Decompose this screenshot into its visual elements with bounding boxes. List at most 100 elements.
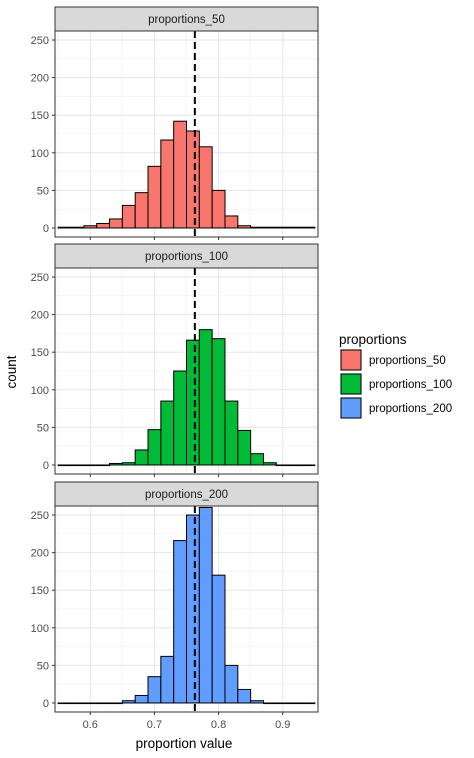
y-tick-label: 50 [37, 185, 49, 197]
histogram-bar [121, 204, 136, 229]
x-tick-label: 0.7 [147, 719, 162, 731]
histogram-bar [160, 655, 175, 704]
histogram-bar [224, 215, 239, 229]
histogram-bar [262, 702, 277, 705]
facet-panel: proportions_100 0 50 100 150 200 250 [31, 243, 319, 477]
legend-swatch [340, 397, 362, 419]
histogram-bar [57, 464, 72, 467]
histogram-bar [96, 464, 111, 467]
histogram-bar [173, 120, 187, 229]
panel-border [54, 267, 319, 475]
x-tick-label: 0.9 [275, 719, 290, 731]
histogram-bar [109, 462, 123, 466]
histogram-bar [160, 400, 175, 466]
histogram-bar [275, 702, 290, 705]
histogram-bar [288, 702, 303, 705]
histogram-bar [147, 676, 162, 704]
histogram-bar [173, 370, 187, 466]
histogram-bar [160, 139, 175, 229]
histogram-bar [83, 464, 98, 467]
y-tick-label: 100 [31, 148, 49, 160]
y-tick-label: 150 [31, 110, 49, 122]
histogram-bar [147, 429, 162, 466]
y-tick-label: 0 [43, 223, 49, 235]
panel-border [54, 505, 319, 713]
panel-border [54, 30, 319, 238]
histogram-bar [288, 464, 303, 467]
histogram-bar [70, 226, 85, 229]
y-tick-label: 250 [31, 510, 49, 522]
histogram-bar [121, 700, 136, 704]
legend-swatch [340, 349, 362, 371]
histogram-bar [57, 702, 72, 705]
histogram-bar [134, 694, 149, 704]
y-tick-label: 200 [31, 548, 49, 560]
histogram-bar [250, 453, 264, 466]
histogram-bar [198, 507, 213, 704]
histogram-bar [186, 514, 200, 704]
y-tick-label: 200 [31, 310, 49, 322]
facet-panel: proportions_50 0 50 100 150 200 250 [31, 6, 319, 240]
legend-swatch [340, 373, 362, 395]
histogram-bar [121, 462, 136, 466]
histogram-bar [134, 192, 149, 229]
y-tick-label: 100 [31, 385, 49, 397]
histogram-bar [288, 226, 303, 229]
histogram-bar [250, 700, 264, 704]
legend-entry-label: proportions_100 [369, 379, 452, 391]
histogram-bar [83, 225, 98, 229]
histogram-bar [211, 189, 226, 229]
histogram-bar [109, 702, 123, 705]
histogram-bar [198, 146, 213, 229]
histogram-bar [224, 664, 239, 704]
histogram-bar [70, 464, 85, 467]
histogram-bar [109, 218, 123, 229]
histogram-bar [211, 338, 226, 466]
histogram-bar [275, 464, 290, 467]
histogram-bar [57, 226, 72, 229]
histogram-bar [186, 130, 200, 229]
facet-strip-label: proportions_200 [145, 489, 228, 501]
y-tick-label: 150 [31, 585, 49, 597]
facet-panels: proportions_50050100150200250proportions… [31, 6, 319, 731]
y-tick-label: 50 [37, 660, 49, 672]
legend: proportions proportions_50 proportions_10… [339, 332, 452, 419]
histogram-bar [134, 449, 149, 466]
y-tick-label: 0 [43, 698, 49, 710]
facet-strip [54, 6, 319, 32]
y-tick-label: 250 [31, 35, 49, 47]
histogram-bar [224, 400, 239, 466]
histogram-bar [250, 226, 264, 229]
histogram-bar [301, 702, 316, 705]
histogram-bar [70, 702, 85, 705]
histogram-bar [301, 226, 316, 229]
legend-title: proportions [339, 332, 407, 347]
histogram-bar [275, 226, 290, 229]
y-tick-label: 0 [43, 460, 49, 472]
histogram-bar [96, 222, 111, 229]
histogram-bar [262, 462, 277, 466]
histogram-bar [237, 429, 252, 466]
y-tick-label: 50 [37, 422, 49, 434]
x-tick-label: 0.8 [211, 719, 226, 731]
histogram-bar [173, 540, 187, 704]
histogram-bar [237, 688, 252, 704]
histogram-bar [198, 329, 213, 466]
x-axis-title: proportion value [136, 736, 233, 751]
histogram-bar [262, 226, 277, 229]
histogram-bar [237, 225, 252, 229]
histogram-bar [96, 702, 111, 705]
y-tick-label: 250 [31, 272, 49, 284]
y-tick-label: 100 [31, 623, 49, 635]
y-tick-label: 200 [31, 73, 49, 85]
facet-panel: proportions_200 0 50 100 150 200 250 0.6 0.7 0.8 0… [31, 481, 319, 731]
facet-strip-label: proportions_100 [145, 251, 228, 263]
facet-strip-label: proportions_50 [148, 14, 225, 26]
histogram-bar [83, 702, 98, 705]
y-tick-label: 150 [31, 347, 49, 359]
histogram-bar [186, 339, 200, 466]
legend-entry-label: proportions_200 [369, 403, 452, 415]
facet-strip [54, 243, 319, 269]
legend-entry-label: proportions_50 [369, 355, 446, 367]
